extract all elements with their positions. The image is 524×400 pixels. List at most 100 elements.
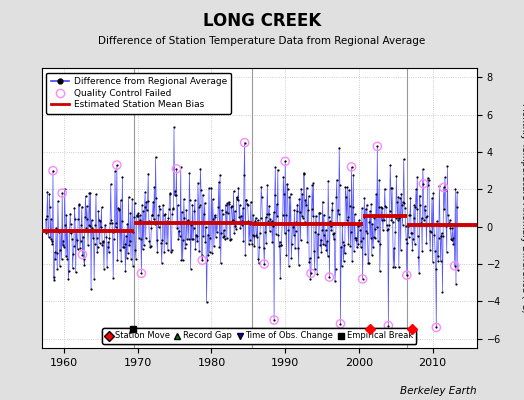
Point: [393, 199, 401, 206]
Point: [85, 223, 94, 230]
Point: [227, 202, 236, 209]
Point: [433, 218, 441, 224]
Point: [45, 190, 53, 197]
Point: [309, 213, 317, 220]
Point: [44, 228, 52, 234]
Point: [363, 230, 372, 236]
Point: [274, 232, 282, 238]
Point: [215, 244, 224, 250]
Point: [313, 230, 322, 237]
Point: [109, 275, 117, 281]
Point: [126, 238, 134, 244]
Point: [142, 199, 150, 205]
Point: [117, 258, 125, 264]
Point: [388, 184, 396, 191]
Point: [145, 218, 153, 225]
Point: [141, 189, 149, 196]
Point: [386, 208, 394, 214]
Text: LONG CREEK: LONG CREEK: [203, 12, 321, 30]
Point: [199, 192, 207, 198]
Point: [350, 247, 358, 254]
Point: [365, 260, 373, 266]
Point: [114, 205, 122, 211]
Point: [177, 257, 185, 263]
Point: [210, 243, 218, 250]
Point: [53, 266, 61, 272]
Point: [188, 236, 196, 242]
Point: [285, 194, 293, 200]
Point: [402, 272, 411, 278]
Point: [48, 238, 56, 244]
Point: [156, 206, 164, 212]
Point: [191, 246, 200, 252]
Point: [319, 198, 327, 205]
Point: [235, 202, 244, 209]
Point: [252, 214, 260, 221]
Point: [452, 204, 461, 210]
Point: [198, 257, 206, 264]
Point: [77, 222, 85, 228]
Point: [179, 237, 188, 243]
Point: [144, 170, 152, 177]
Point: [135, 216, 144, 223]
Point: [93, 249, 102, 255]
Point: [209, 196, 217, 202]
Point: [70, 243, 78, 249]
Point: [420, 203, 429, 210]
Point: [376, 241, 385, 247]
Point: [409, 236, 417, 242]
Point: [282, 252, 291, 258]
Point: [125, 242, 133, 248]
Point: [255, 244, 264, 250]
Point: [227, 204, 235, 210]
Point: [247, 198, 255, 205]
Point: [130, 200, 139, 206]
Point: [206, 235, 214, 241]
Point: [418, 248, 427, 254]
Point: [206, 219, 215, 225]
Point: [137, 270, 146, 276]
Point: [374, 238, 382, 244]
Point: [331, 278, 339, 284]
Point: [396, 195, 404, 201]
Point: [259, 245, 268, 252]
Point: [205, 249, 214, 256]
Point: [453, 189, 461, 195]
Point: [202, 299, 211, 306]
Point: [307, 270, 315, 276]
Point: [372, 226, 380, 232]
Point: [167, 249, 175, 255]
Point: [144, 198, 152, 204]
Point: [263, 182, 271, 188]
Point: [121, 268, 129, 274]
Point: [445, 217, 454, 223]
Point: [82, 225, 90, 231]
Point: [143, 206, 151, 213]
Point: [190, 208, 199, 215]
Point: [72, 226, 81, 233]
Point: [102, 227, 110, 234]
Point: [385, 222, 393, 229]
Point: [63, 227, 72, 234]
Point: [223, 235, 231, 241]
Point: [249, 233, 258, 240]
Point: [347, 164, 356, 170]
Point: [173, 224, 181, 231]
Point: [242, 197, 250, 203]
Point: [329, 200, 337, 206]
Point: [422, 214, 430, 220]
Point: [64, 276, 72, 282]
Point: [148, 212, 157, 218]
Point: [165, 206, 173, 212]
Point: [155, 224, 163, 230]
Point: [95, 217, 103, 224]
Point: [98, 242, 106, 248]
Point: [258, 220, 267, 227]
Point: [441, 187, 450, 194]
Point: [280, 230, 289, 236]
Point: [99, 238, 107, 244]
Point: [332, 194, 341, 201]
Point: [172, 166, 181, 172]
Point: [308, 206, 316, 212]
Point: [249, 212, 257, 219]
